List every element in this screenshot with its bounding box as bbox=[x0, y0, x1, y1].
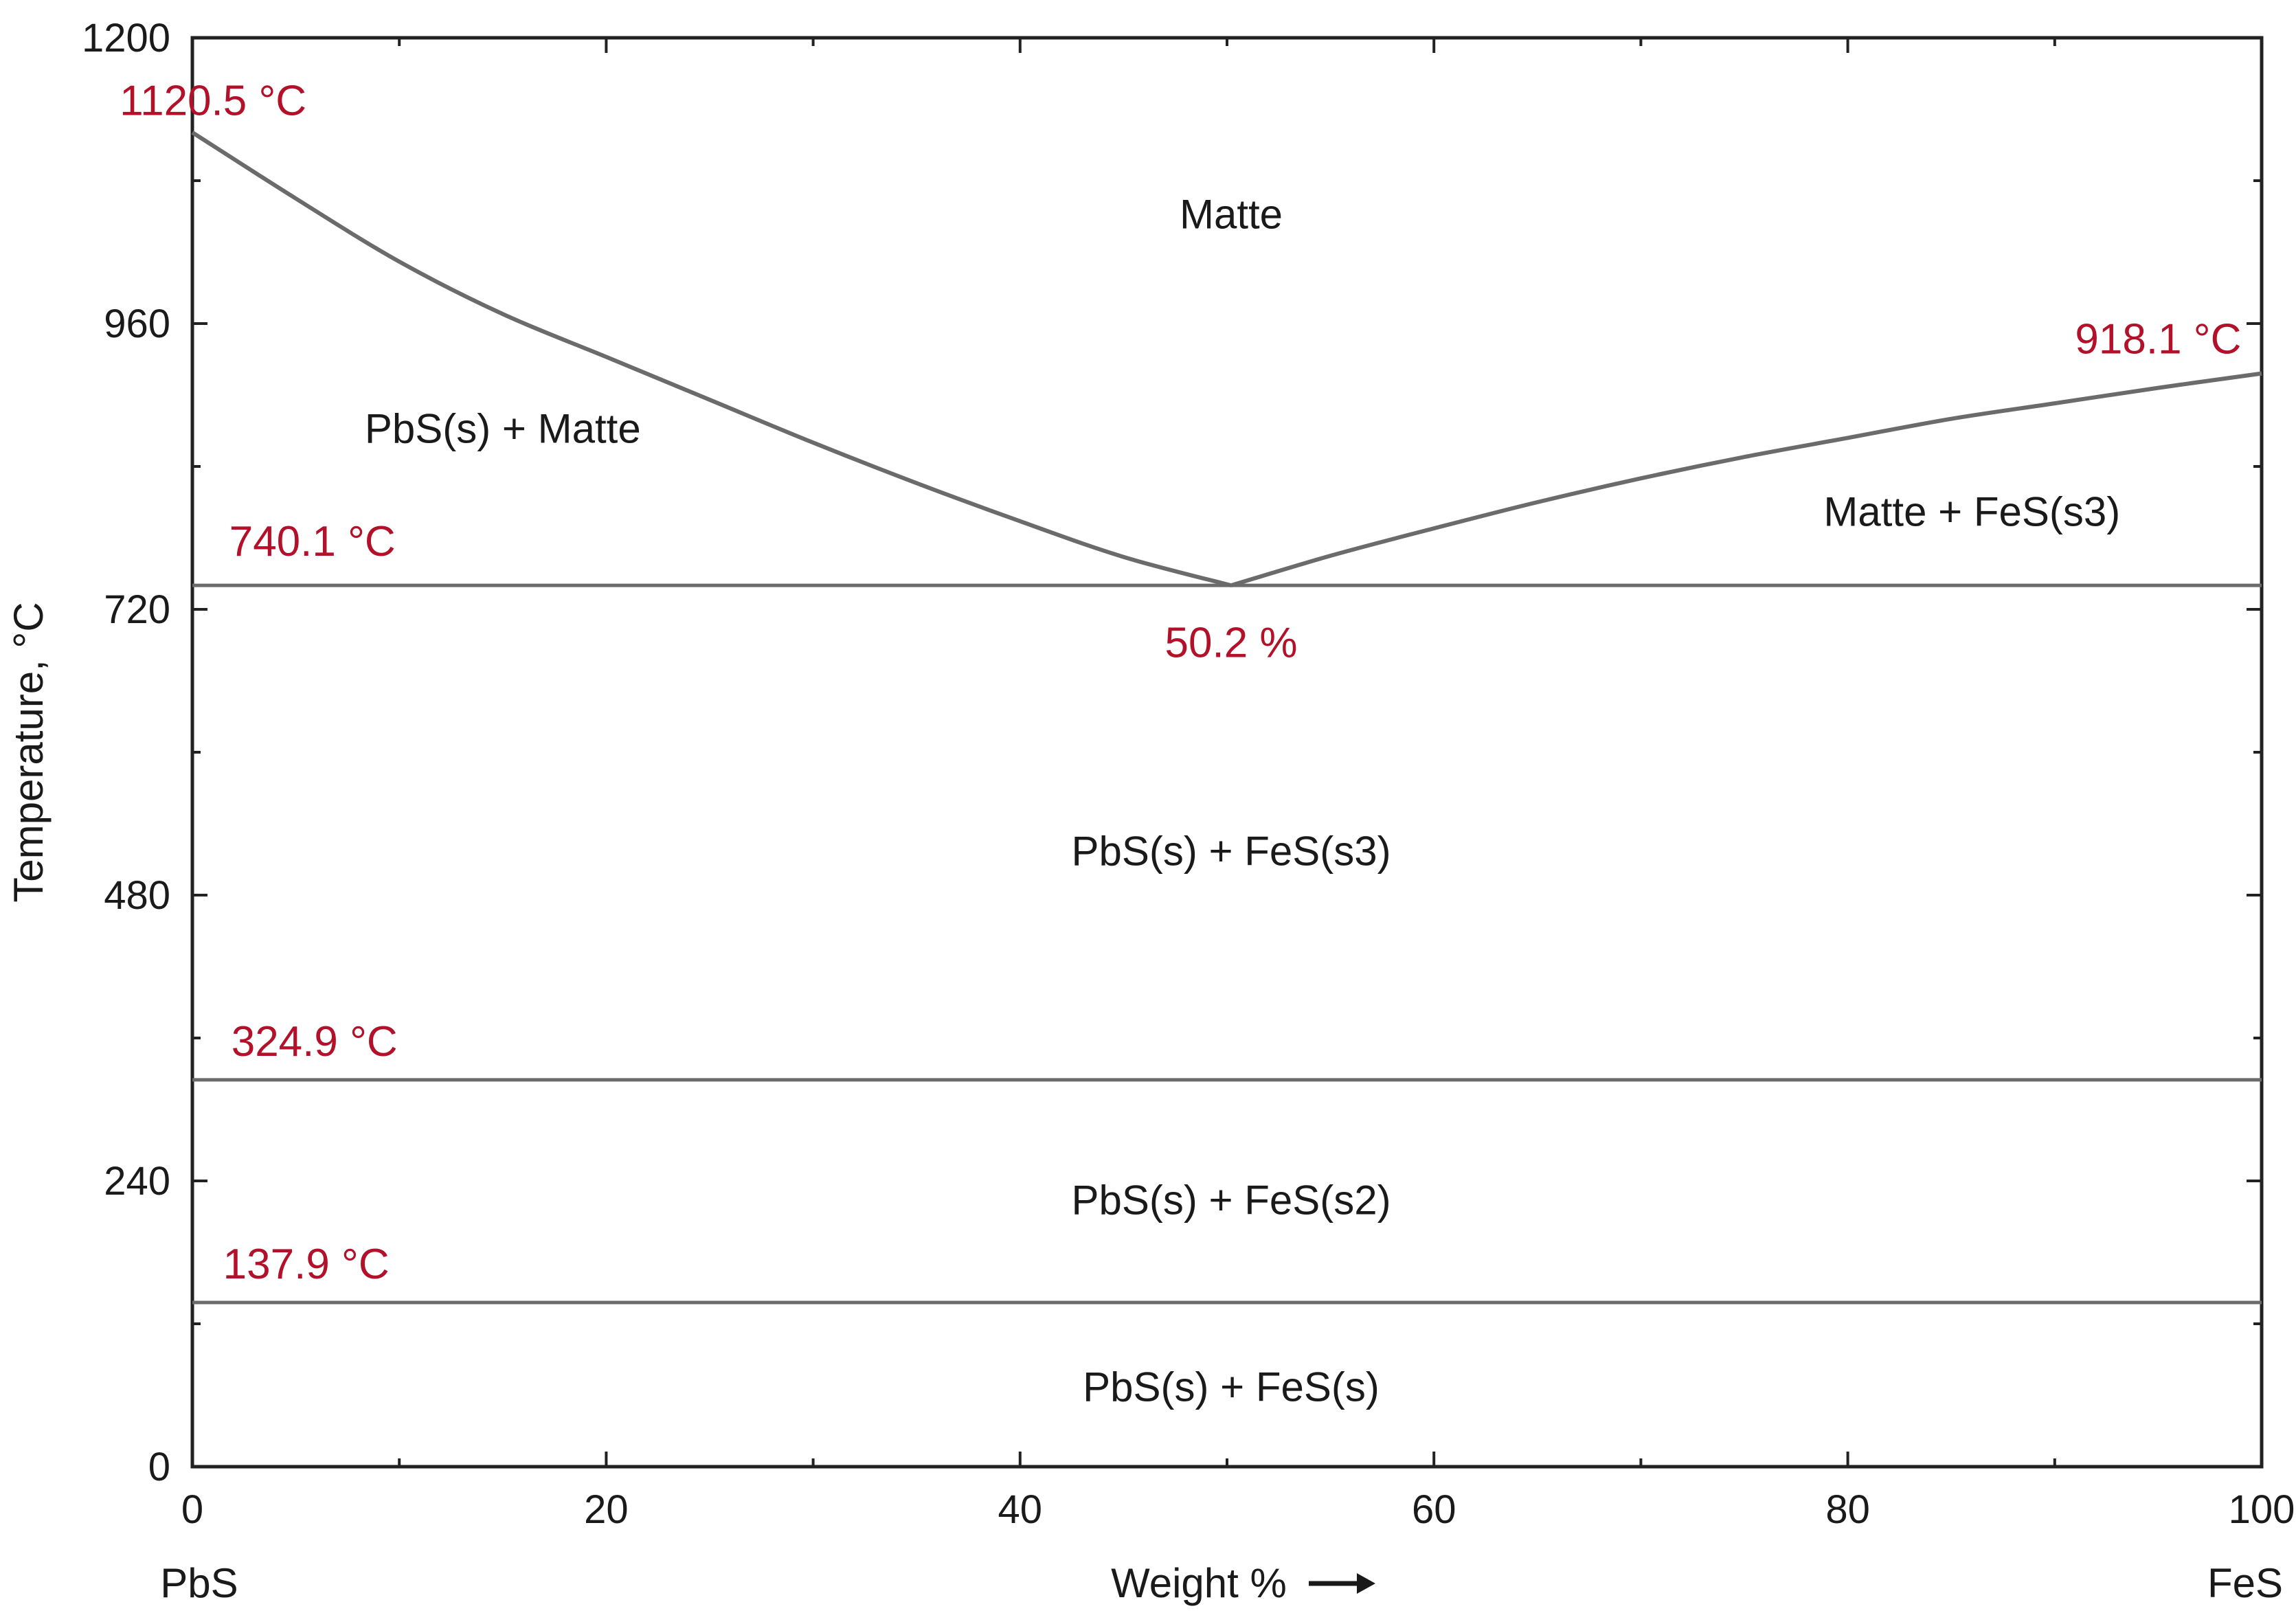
temperature-annotation: 50.2 % bbox=[1165, 619, 1298, 666]
liquidus-right-curve bbox=[1230, 371, 2262, 588]
y-tick-label: 0 bbox=[148, 1445, 170, 1489]
axis-ticks bbox=[191, 36, 2263, 1468]
x-tick-label: 20 bbox=[584, 1487, 629, 1532]
x-tick-label: 40 bbox=[998, 1487, 1043, 1532]
temperature-annotation: 918.1 °C bbox=[2075, 315, 2241, 363]
y-tick-label: 1200 bbox=[82, 16, 170, 60]
y-axis-title: Temperature, °C bbox=[5, 602, 52, 903]
x-tick-label: 80 bbox=[1825, 1487, 1870, 1532]
region-labels: Matte PbS(s) + Matte Matte + FeS(s3) PbS(s)… bbox=[365, 191, 2120, 1410]
annotations: 1120.5 °C 918.1 °C 740.1 °C 50.2 % 324.9 °C 1… bbox=[120, 78, 2241, 1288]
y-tick-label: 480 bbox=[104, 873, 170, 918]
x-tick-label: 100 bbox=[2229, 1487, 2295, 1532]
tick-labels: 0 20 40 60 80 100 0 240 480 720 960 1200 bbox=[82, 16, 2295, 1532]
arrow-icon bbox=[1309, 1573, 1375, 1594]
x-tick-label: 60 bbox=[1412, 1487, 1456, 1532]
y-tick-label: 960 bbox=[104, 302, 170, 346]
phase-region-label: Matte + FeS(s3) bbox=[1823, 489, 2120, 535]
y-tick-label: 720 bbox=[104, 587, 170, 632]
phase-region-label: PbS(s) + FeS(s3) bbox=[1071, 828, 1391, 875]
x-tick-label: 0 bbox=[181, 1487, 203, 1532]
left-component-label: PbS bbox=[160, 1560, 238, 1606]
phase-region-label: PbS(s) + FeS(s2) bbox=[1071, 1177, 1391, 1223]
temperature-annotation: 324.9 °C bbox=[232, 1018, 398, 1065]
phase-region-label: PbS(s) + Matte bbox=[365, 405, 641, 451]
phase-region-label: Matte bbox=[1180, 191, 1283, 237]
y-tick-label: 240 bbox=[104, 1159, 170, 1204]
liquidus-left-curve bbox=[191, 131, 1232, 588]
phase-region-label: PbS(s) + FeS(s) bbox=[1083, 1364, 1380, 1410]
plot-frame bbox=[190, 36, 2264, 1469]
temperature-annotation: 740.1 °C bbox=[229, 518, 396, 565]
temperature-annotation: 1120.5 °C bbox=[120, 78, 306, 125]
x-axis-title: Weight % bbox=[1111, 1560, 1287, 1606]
liquidus-curves bbox=[191, 131, 2262, 588]
temperature-annotation: 137.9 °C bbox=[223, 1241, 390, 1288]
right-component-label: FeS bbox=[2207, 1560, 2283, 1606]
